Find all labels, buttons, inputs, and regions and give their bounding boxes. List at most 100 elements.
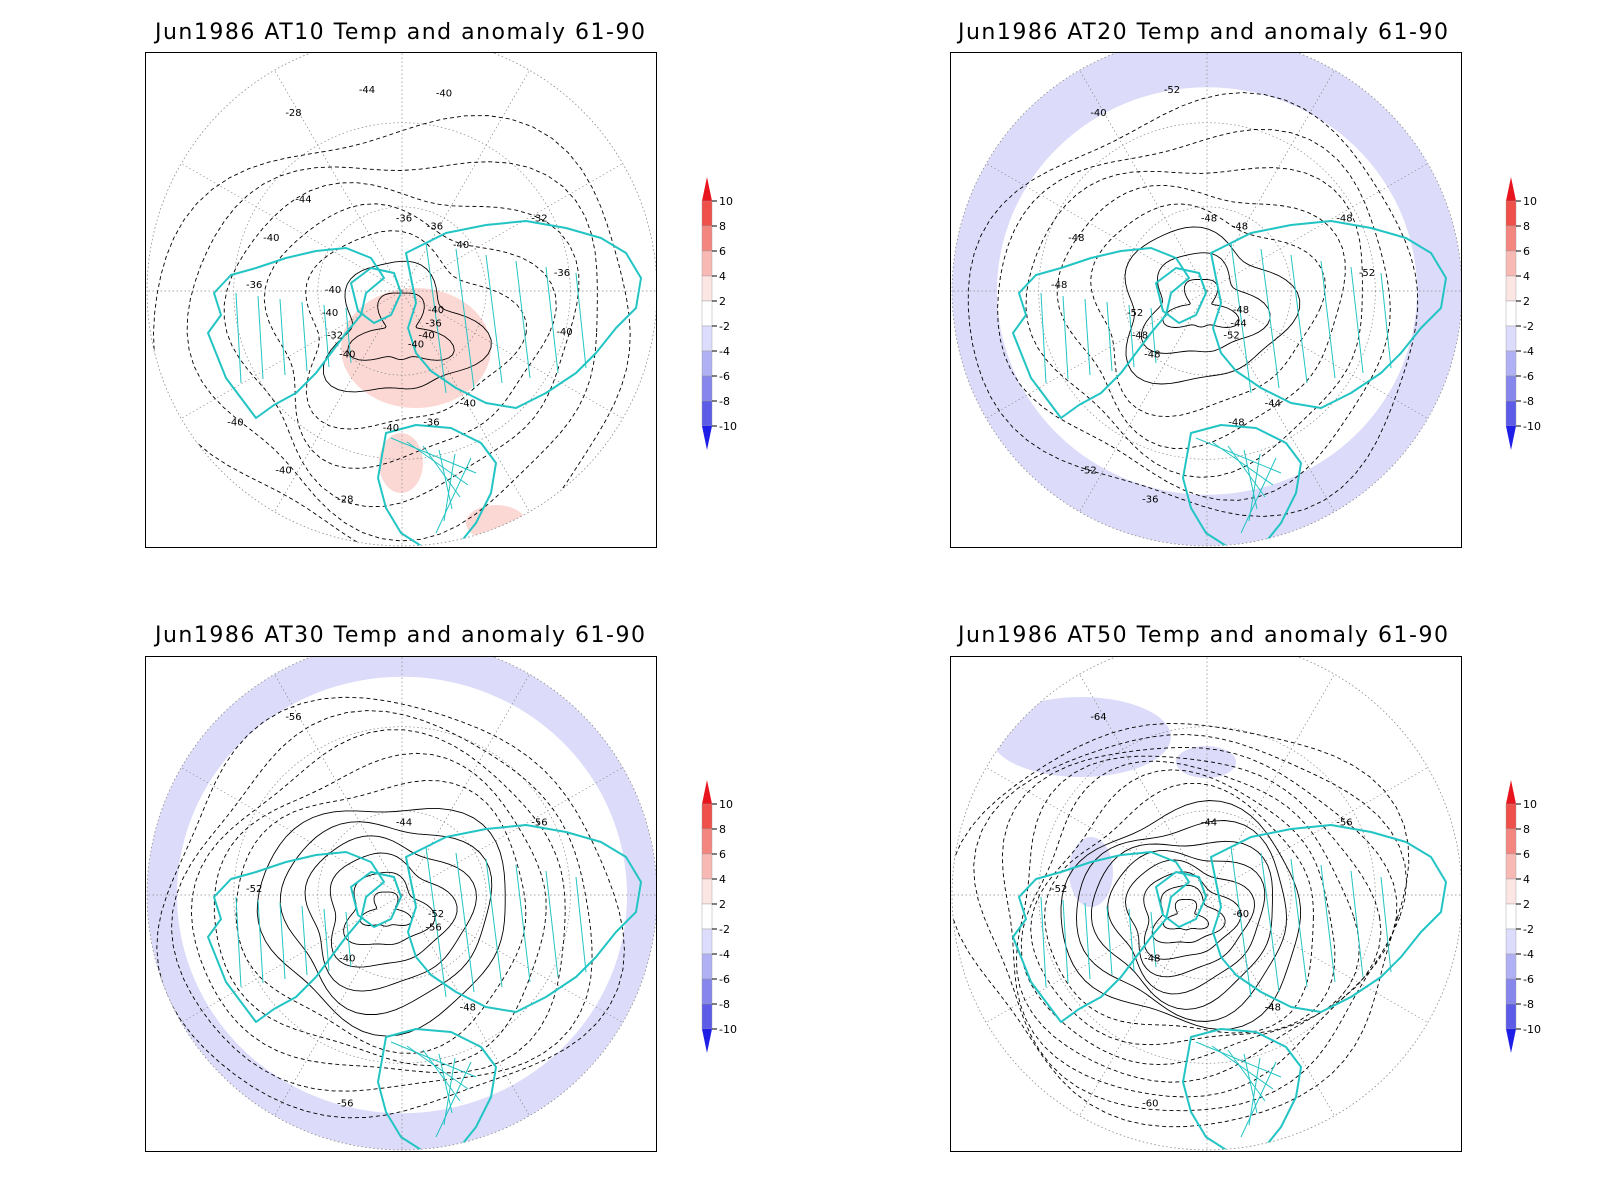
contour-line (1025, 167, 1363, 478)
border-line (455, 852, 475, 993)
colorbar-at20: 10 8 6 4 2 -2 -4 -6 -8 -10 (1504, 175, 1584, 465)
contour-label: -40 (322, 308, 338, 319)
warm-anomaly-area (341, 288, 491, 408)
contour-line (1060, 800, 1301, 1030)
disk-outline (951, 53, 1461, 547)
contour-line (1056, 184, 1346, 449)
contour-line (1044, 782, 1314, 1034)
colorbar-tick-label: 4 (719, 270, 726, 283)
border-line (422, 445, 461, 498)
map-svg-at10: -40-40-36-40-36-32-28-28-36-32-36-36-40-… (146, 53, 656, 547)
panel-title-at50: Jun1986 AT50 Temp and anomaly 61-90 (958, 623, 1450, 648)
contour-label: -48 (1144, 350, 1160, 361)
contour-label: -64 (1090, 712, 1106, 723)
colorbar-tick-label: -8 (719, 998, 730, 1011)
graticule (147, 53, 656, 546)
colorbar-tick-label: 2 (719, 898, 726, 911)
disk-outline (951, 657, 1461, 1151)
colorbar-at30: 10 8 6 4 2 -2 -4 -6 -8 -10 (700, 778, 780, 1068)
colorbar-tick-label: 4 (1523, 270, 1530, 283)
colorbar-swatch (701, 828, 713, 855)
border-line (1040, 292, 1047, 384)
contour-line (235, 780, 527, 1054)
contour-label: -48 (1228, 418, 1244, 429)
contour-label: -48 (1051, 280, 1067, 291)
border-line (279, 902, 286, 980)
border-line (1350, 266, 1364, 374)
border-line (485, 254, 503, 384)
coastline-north-america (1012, 851, 1190, 1023)
border-line (545, 266, 559, 374)
contour-line (322, 260, 492, 393)
map-at30: -52 -40 -44 -48 -52 -56 -56 -56 -56 (145, 656, 657, 1152)
coastline-eurasia (405, 220, 642, 409)
contour-line (1020, 760, 1360, 1066)
colorbar-swatch (1505, 200, 1517, 227)
colorbar-tick-label: 10 (1523, 195, 1537, 208)
border-line (545, 870, 559, 978)
contour-line (973, 734, 1408, 1112)
colorbar-tick-label: -2 (1523, 923, 1534, 936)
map-at10: -40 -40 -36 -40 -36 -32 -28 -28 -36 -32 -36 -36 -40-… (145, 52, 657, 548)
borders (1040, 242, 1392, 534)
colorbar-at10: 10 8 6 4 2 -2 -4 -6 -8 -10 (700, 175, 780, 465)
border-line (515, 260, 531, 379)
contour-label: -48 (1068, 233, 1084, 244)
coastline-north-america (207, 247, 385, 419)
colorbar-swatch (1505, 375, 1517, 402)
colorbar-tick-label: -6 (719, 370, 730, 383)
colorbar-swatch (701, 953, 713, 980)
colorbar-tick-label: 8 (719, 220, 726, 233)
contour-label: -52 (1127, 308, 1143, 319)
border-line (1195, 1041, 1282, 1078)
colorbar-tick-label: 6 (1523, 848, 1530, 861)
border-line (438, 1053, 453, 1114)
contour-line (1090, 840, 1273, 1010)
contour-label: -32 (531, 214, 547, 225)
contour-label: -44 (359, 85, 375, 96)
graticule (952, 53, 1461, 546)
colorbar-swatch (701, 200, 713, 227)
contour-lines (967, 92, 1419, 517)
contour-label: -52 (1223, 331, 1239, 342)
contour-label: -28 (337, 494, 353, 505)
contour-line (279, 821, 493, 1015)
colorbar-swatch (1505, 300, 1517, 327)
borders (235, 846, 587, 1138)
map-at50: -60 -48 -44 -48 -52 -56 -60 -64 (950, 656, 1462, 1152)
colorbar-tick-label: -10 (1523, 420, 1541, 433)
colorbar-tick-label: -6 (1523, 370, 1534, 383)
colorbar-swatch (701, 928, 713, 955)
contour-line (997, 129, 1391, 501)
colorbar-swatch (1505, 928, 1517, 955)
cool-anomaly-area (1176, 746, 1236, 778)
colorbar-svg: 10 8 6 4 2 -2 -4 -6 -8 -10 (1505, 177, 1541, 450)
border-line (575, 876, 587, 973)
contour-line (1143, 871, 1242, 960)
contour-label: -52 (246, 884, 262, 895)
contour-lines (952, 723, 1410, 1128)
colorbar-swatch (701, 1003, 713, 1030)
contour-lines (156, 696, 625, 1119)
border-line (345, 307, 352, 364)
borders (235, 242, 587, 534)
colorbar-tick-label: -10 (1523, 1023, 1541, 1036)
contour-line (329, 852, 458, 968)
coastline-greenland (350, 871, 402, 928)
border-line (1150, 911, 1157, 968)
border-line (443, 1057, 456, 1126)
border-line (406, 441, 469, 486)
warm-anomaly-area (379, 433, 423, 493)
border-line (235, 292, 242, 384)
border-line (1260, 248, 1280, 389)
colorbar-tick-label: -8 (1523, 998, 1534, 1011)
contour-label: -32 (327, 330, 343, 341)
contour-line (190, 729, 566, 1074)
coastline-greenland (1155, 267, 1207, 324)
border-line (1106, 301, 1113, 372)
graticule (952, 657, 1461, 1150)
border-line (1240, 1061, 1277, 1138)
contour-label: -56 (337, 1098, 353, 1109)
contour-label: -40 (339, 954, 355, 965)
coastlines (1012, 220, 1447, 546)
